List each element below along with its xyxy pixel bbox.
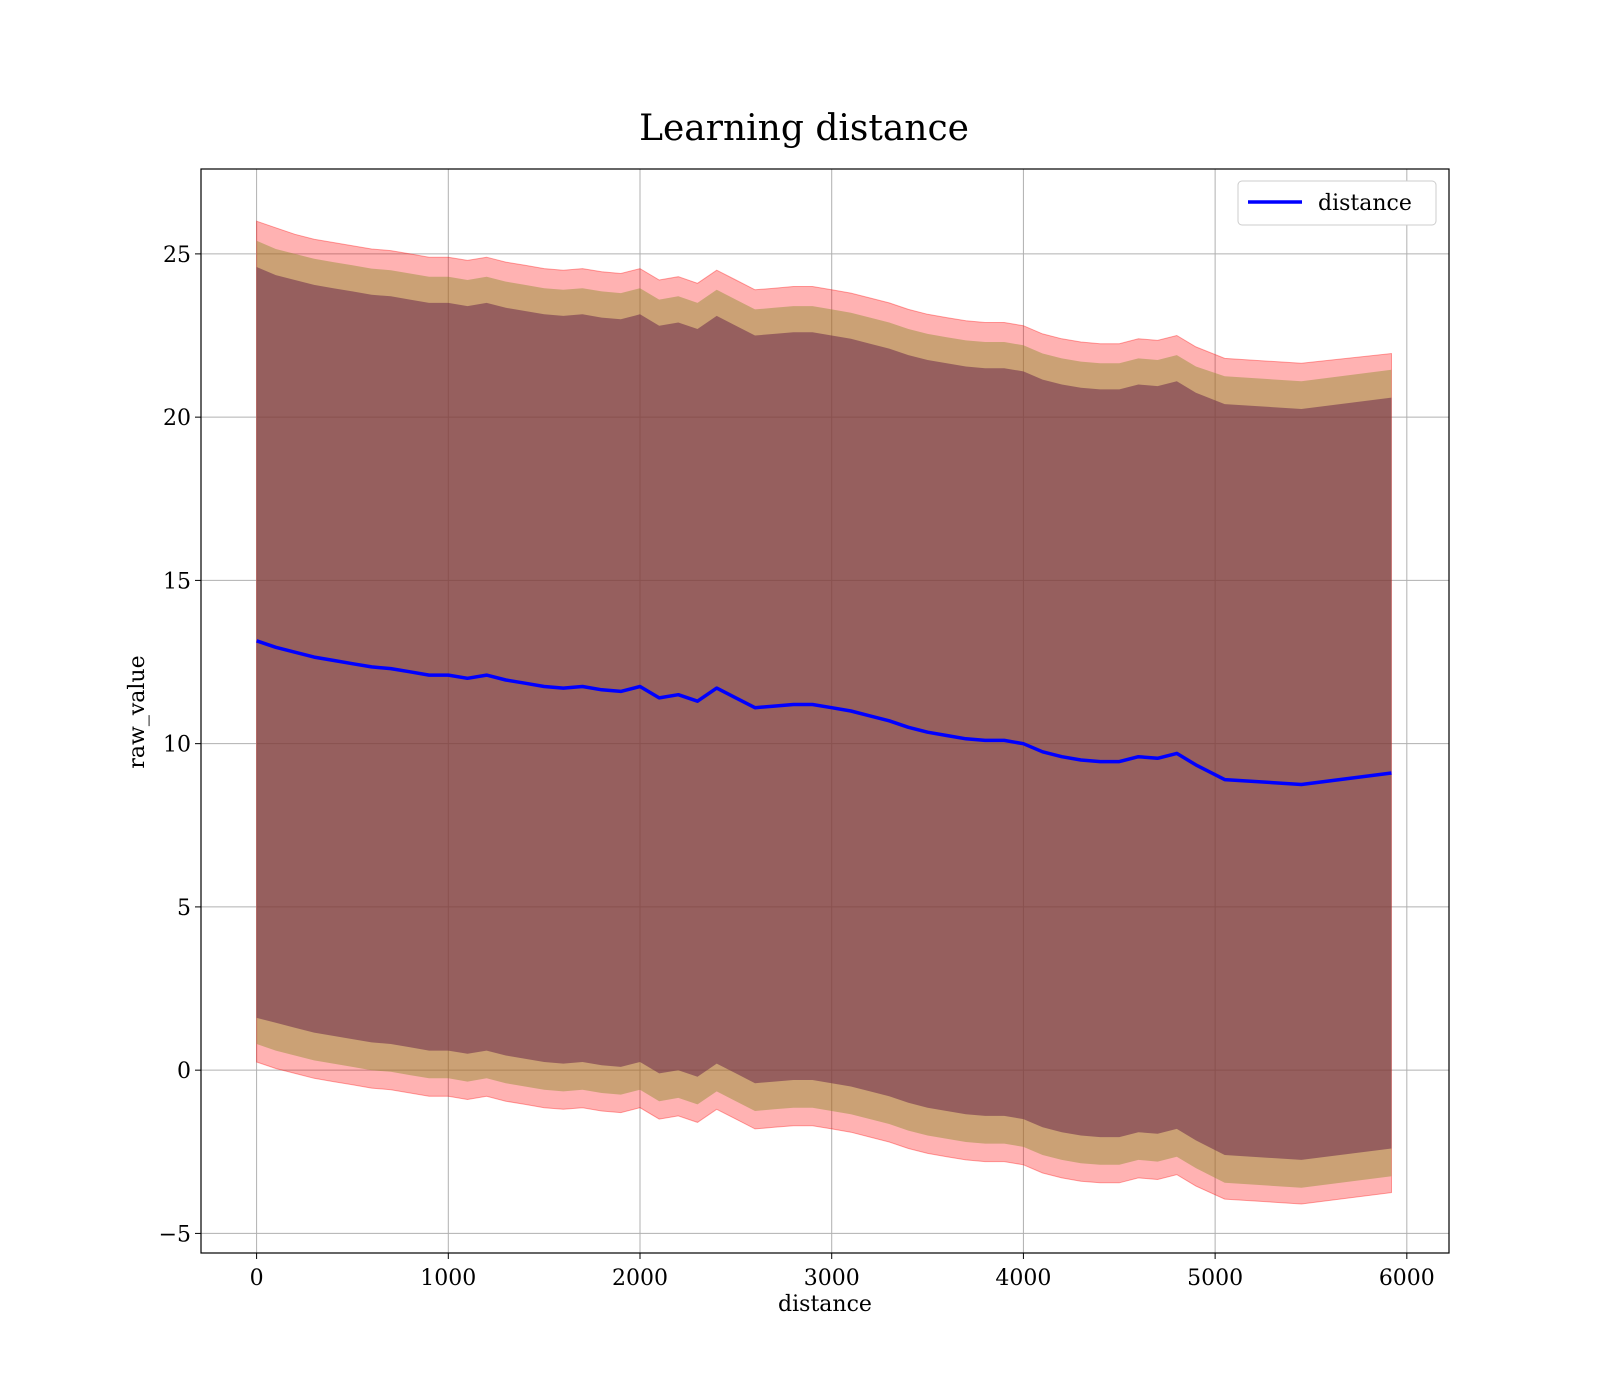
y-tick-label: 5	[177, 896, 191, 921]
x-axis-label: distance	[778, 1292, 872, 1317]
y-axis-label: raw_value	[125, 655, 150, 768]
legend: distance	[1237, 180, 1437, 226]
legend-label: distance	[1318, 191, 1412, 216]
x-tick-label: 5000	[1187, 1266, 1243, 1291]
y-tick-label: 15	[163, 569, 191, 594]
chart-title: Learning distance	[639, 108, 969, 149]
y-tick-label: 0	[177, 1059, 191, 1084]
x-tick-label: 3000	[804, 1266, 860, 1291]
series-lines	[256, 639, 1392, 787]
y-axis-ticks: −5 0 5 10 15 20 25	[159, 243, 201, 1247]
plot-frame	[200, 168, 1450, 1254]
legend-box	[1237, 180, 1437, 226]
y-tick-label: 25	[163, 243, 191, 268]
series-line-distance	[256, 639, 1392, 787]
x-tick-label: 4000	[995, 1266, 1051, 1291]
x-tick-label: 0	[250, 1266, 264, 1291]
confidence-bands	[256, 220, 1392, 1205]
y-tick-label: 10	[163, 733, 191, 758]
x-tick-label: 6000	[1379, 1266, 1435, 1291]
y-tick-label: 20	[163, 406, 191, 431]
inner-band	[256, 267, 1392, 1160]
x-axis-ticks: 0 1000 2000 3000 4000 5000 6000	[250, 1253, 1435, 1291]
x-tick-label: 2000	[612, 1266, 668, 1291]
x-tick-label: 1000	[420, 1266, 476, 1291]
y-tick-label: −5	[159, 1222, 191, 1247]
